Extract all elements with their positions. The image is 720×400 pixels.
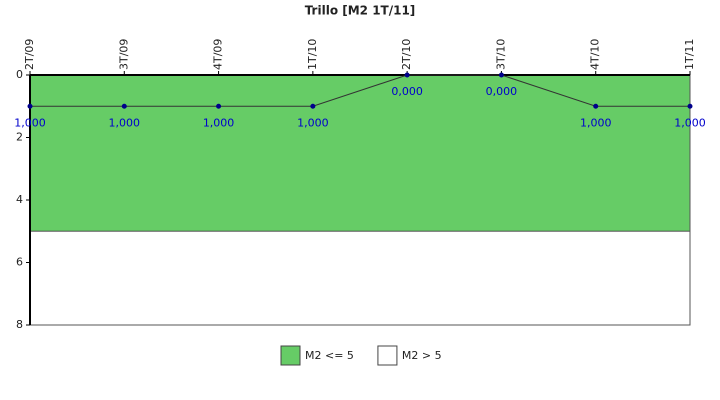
point (404, 72, 410, 78)
value-label: 1,000 (580, 116, 612, 129)
x-tick-label: 3T/10 (494, 39, 507, 70)
band (29, 230, 691, 326)
x-tick-label: 2T/10 (400, 39, 413, 70)
value-label: 1,000 (297, 116, 329, 129)
point (687, 103, 693, 109)
legend-swatch (280, 345, 301, 366)
band (29, 74, 691, 232)
legend-label: M2 <= 5 (305, 349, 354, 362)
legend-label: M2 > 5 (402, 349, 442, 362)
x-tick-label: 1T/10 (306, 39, 319, 70)
value-label: 1,000 (674, 116, 706, 129)
x-tick-label: 2T/09 (23, 39, 36, 70)
x-tick-label: 3T/09 (117, 39, 130, 70)
point (216, 103, 222, 109)
point (593, 103, 599, 109)
point (27, 103, 33, 109)
value-label: 1,000 (203, 116, 235, 129)
x-tick-label: 4T/10 (589, 39, 602, 70)
point (121, 103, 127, 109)
value-label: 1,000 (109, 116, 141, 129)
series-line (30, 74, 690, 107)
y-tick-label: 6 (16, 256, 23, 269)
y-tick-label: 2 (16, 131, 23, 144)
y-tick-label: 4 (16, 193, 23, 206)
value-label: 1,000 (14, 116, 46, 129)
value-label: 0,000 (486, 85, 518, 98)
point (310, 103, 316, 109)
y-tick-label: 0 (16, 68, 23, 81)
y-tick-label: 8 (16, 318, 23, 331)
x-tick-label: 4T/09 (212, 39, 225, 70)
legend-swatch (377, 345, 398, 366)
value-label: 0,000 (391, 85, 423, 98)
point (498, 72, 504, 78)
chart-title: Trillo [M2 1T/11] (305, 4, 416, 18)
x-tick-label: 1T/11 (683, 39, 696, 70)
